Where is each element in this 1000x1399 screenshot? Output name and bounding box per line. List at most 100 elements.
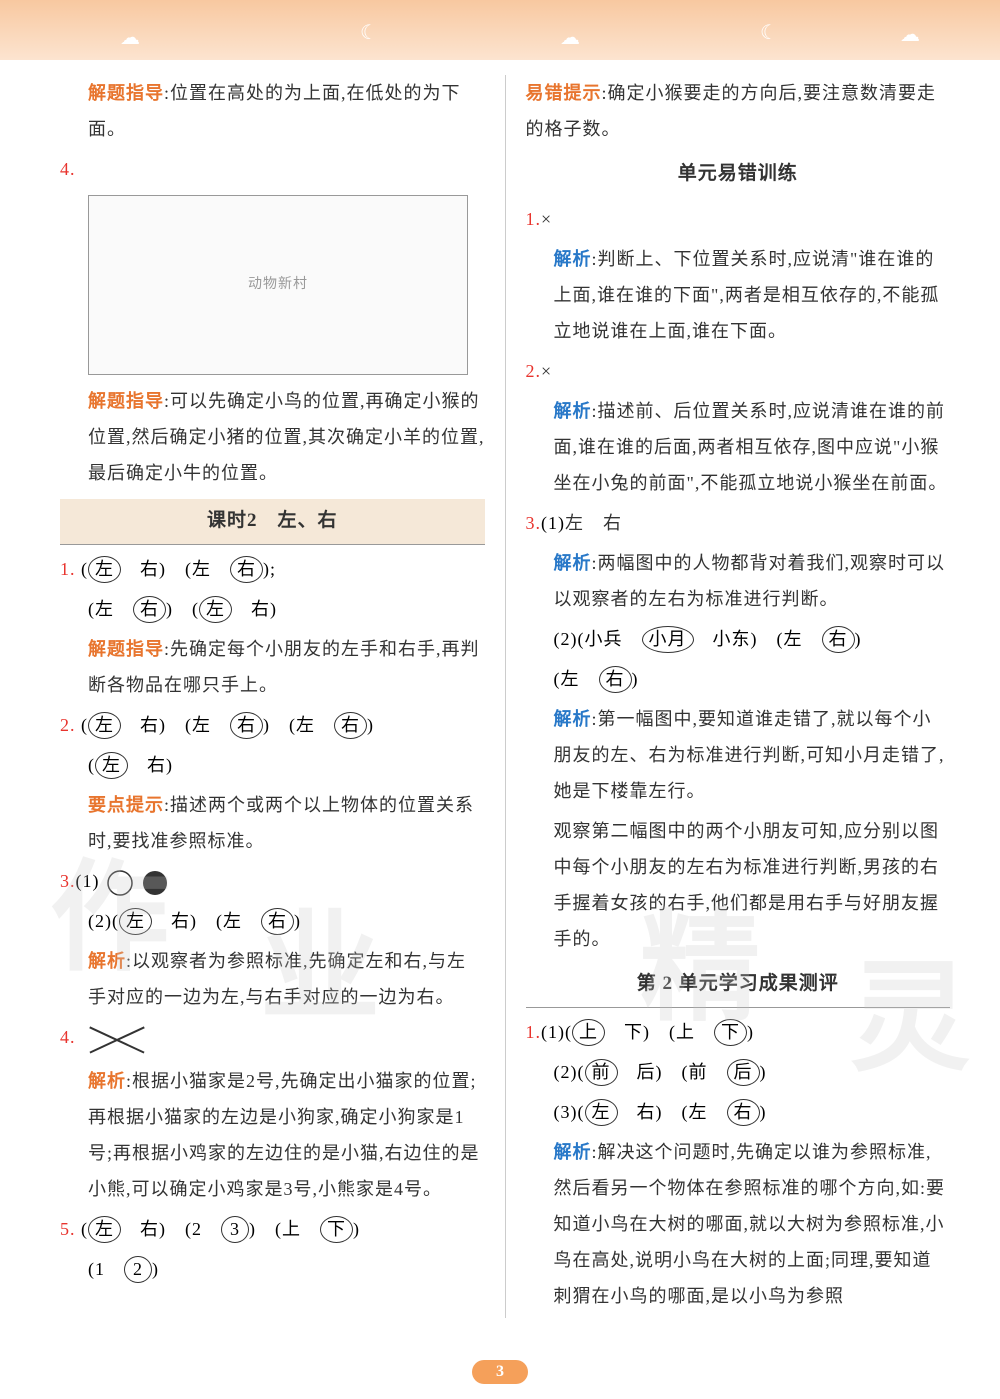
cloud-icon: ☁	[560, 25, 580, 50]
option: 后	[637, 1062, 656, 1082]
question-number: 3.	[60, 871, 76, 891]
r-question-2: 2.×	[526, 353, 951, 389]
question-4: 4.	[60, 151, 485, 187]
question-number: 4.	[60, 1027, 76, 1047]
option: 左	[192, 559, 211, 579]
column-divider	[505, 75, 506, 1318]
sub-number: (2)	[554, 629, 578, 649]
answer-line: (2)(左 右) (左 右)	[60, 903, 485, 939]
question-number: 5.	[60, 1219, 76, 1239]
analysis-label: 解析	[88, 951, 126, 971]
answer-circled: 右	[727, 1099, 760, 1126]
answer-circled: 2	[124, 1256, 152, 1283]
right-column: 易错提示:确定小猴要走的方向后,要注意数清要走的格子数。 单元易错训练 1.× …	[526, 75, 951, 1318]
analysis-block: 解析:第一幅图中,要知道谁走错了,就以每个小朋友的左、右为标准进行判断,可知小月…	[526, 701, 951, 809]
tip-block: 要点提示:描述两个或两个以上物体的位置关系时,要找准参照标准。	[60, 787, 485, 859]
option: 右	[171, 911, 190, 931]
analysis-block: 解析:以观察者为参照标准,先确定左和右,与左手对应的一边为左,与右手对应的一边为…	[60, 943, 485, 1015]
analysis-text: :判断上、下位置关系时,应说清"谁在谁的上面,谁在谁的下面",两者是相互依存的,…	[554, 249, 940, 341]
option: 左	[192, 715, 211, 735]
sub-number: (2)	[554, 1062, 578, 1082]
option: 下	[624, 1022, 643, 1042]
option: 右	[140, 1219, 159, 1239]
question-number: 3.	[526, 513, 542, 533]
moon-icon: ☾	[760, 20, 778, 45]
analysis-block: 观察第二幅图中的两个小朋友可知,应分别以图中每个小朋友的左右为标准进行判断,男孩…	[526, 813, 951, 957]
section-title: 课时2 左、右	[60, 499, 485, 545]
header-decoration: ☁ ☾ ☁ ☾ ☁	[0, 0, 1000, 60]
question-number: 1.	[526, 1022, 542, 1042]
tip-label: 易错提示	[526, 83, 602, 103]
analysis-block: 解析:根据小猫家是2号,先确定出小猫家的位置;再根据小猫家的左边是小狗家,确定小…	[60, 1063, 485, 1207]
analysis-block: 解析:判断上、下位置关系时,应说清"谁在谁的上面,谁在谁的下面",两者是相互依存…	[526, 241, 951, 349]
question-number: 1.	[526, 209, 542, 229]
t-question-1: 1.(1)(上 下) (上 下)	[526, 1014, 951, 1050]
cloud-icon: ☁	[120, 25, 140, 50]
analysis-label: 解析	[88, 1071, 126, 1091]
option: 前	[689, 1062, 708, 1082]
analysis-text: :解决这个问题时,先确定以谁为参照标准,然后看另一个物体在参照标准的哪个方向,如…	[554, 1142, 946, 1306]
option: 左	[296, 715, 315, 735]
answer-circled: 右	[261, 908, 294, 935]
answer-line: (左 右)	[526, 661, 951, 697]
option: 上	[282, 1219, 301, 1239]
guide-label: 解题指导	[88, 639, 164, 659]
answer-circled: 上	[572, 1019, 605, 1046]
answer: ×	[541, 209, 552, 229]
answer-circled: 右	[230, 556, 263, 583]
analysis-block: 解析:描述前、后位置关系时,应说清谁在谁的前面,谁在谁的后面,两者相互依存,图中…	[526, 393, 951, 501]
page-number-badge: 3	[472, 1360, 528, 1384]
section-title: 第 2 单元学习成果测评	[526, 965, 951, 1008]
punctuation: ;	[270, 559, 276, 579]
answer-circled: 前	[585, 1059, 618, 1086]
r-question-3: 3.(1)左 右	[526, 505, 951, 541]
answer: ×	[541, 361, 552, 381]
guide-label: 解题指导	[88, 83, 164, 103]
answer: 右	[603, 513, 622, 533]
guide-block: 解题指导:位置在高处的为上面,在低处的为下面。	[60, 75, 485, 147]
answer-line: (左 右)	[60, 747, 485, 783]
analysis-label: 解析	[554, 401, 592, 421]
answer-line: (2)(小兵 小月 小东) (左 右)	[526, 621, 951, 657]
left-column: 解题指导:位置在高处的为上面,在低处的为下面。 4. 动物新村 解题指导:可以先…	[60, 75, 485, 1318]
option: 右	[147, 755, 166, 775]
analysis-text: :以观察者为参照标准,先确定左和右,与左手对应的一边为左,与右手对应的一边为右。	[88, 951, 466, 1007]
option: 右	[637, 1102, 656, 1122]
answer-circled: 左	[199, 596, 232, 623]
analysis-text: :第一幅图中,要知道谁走错了,就以每个小朋友的左、右为标准进行判断,可知小月走错…	[554, 709, 945, 801]
option: 左	[95, 599, 114, 619]
answer-circled: 左	[119, 908, 152, 935]
sub-number: (1)	[76, 871, 100, 891]
analysis-block: 解析:两幅图中的人物都背对着我们,观察时可以以观察者的左右为标准进行判断。	[526, 545, 951, 617]
question-number: 2.	[60, 715, 76, 735]
guide-block: 解题指导:先确定每个小朋友的左手和右手,再判断各物品在哪只手上。	[60, 631, 485, 703]
option: 左	[689, 1102, 708, 1122]
option: 2	[192, 1219, 202, 1239]
answer-line: (1 2)	[60, 1251, 485, 1287]
guide-label: 解题指导	[88, 391, 164, 411]
sub-number: (3)	[554, 1102, 578, 1122]
answer-circled: 右	[822, 626, 855, 653]
content-area: 解题指导:位置在高处的为上面,在低处的为下面。 4. 动物新村 解题指导:可以先…	[0, 60, 1000, 1338]
section-title: 单元易错训练	[526, 155, 951, 193]
answer-circled: 左	[95, 752, 128, 779]
analysis-label: 解析	[554, 553, 592, 573]
answer-line: (3)(左 右) (左 右)	[526, 1094, 951, 1130]
question-number: 2.	[526, 361, 542, 381]
analysis-label: 解析	[554, 1142, 592, 1162]
guide-block: 解题指导:可以先确定小鸟的位置,再确定小猴的位置,然后确定小猪的位置,其次确定小…	[60, 383, 485, 491]
answer-circled: 右	[334, 712, 367, 739]
tip-block: 易错提示:确定小猴要走的方向后,要注意数清要走的格子数。	[526, 75, 951, 147]
answer-circled: 右	[599, 666, 632, 693]
analysis-text: :描述前、后位置关系时,应说清谁在谁的前面,谁在谁的后面,两者相互依存,图中应说…	[554, 401, 948, 493]
answer: 左	[565, 513, 584, 533]
answer-circled: 右	[133, 596, 166, 623]
cloud-icon: ☁	[900, 22, 920, 47]
face-icon	[105, 868, 185, 898]
cross-diagram	[87, 1019, 147, 1059]
answer-circled: 左	[88, 712, 121, 739]
option: 左	[223, 911, 242, 931]
question-number: 4.	[60, 159, 76, 179]
option: 右	[140, 715, 159, 735]
option: 左	[784, 629, 803, 649]
